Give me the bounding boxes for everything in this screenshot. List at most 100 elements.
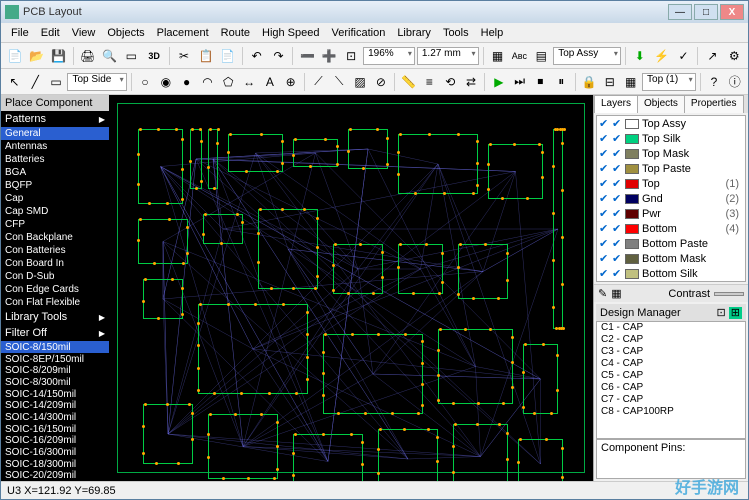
pcb-component[interactable] bbox=[348, 129, 388, 169]
pcb-component[interactable] bbox=[453, 424, 508, 481]
layer-visible-icon[interactable]: ✔ bbox=[612, 267, 622, 280]
pcb-component[interactable] bbox=[138, 219, 188, 264]
pcb-component[interactable] bbox=[293, 139, 338, 167]
layer-row[interactable]: ✔✔Bottom Paste bbox=[597, 236, 745, 251]
layer-tool-icon[interactable]: ✎ bbox=[598, 287, 607, 300]
group-item[interactable]: Con Batteries bbox=[1, 244, 109, 257]
group-item[interactable]: Con Backplane bbox=[1, 231, 109, 244]
footprint-item[interactable]: SOIC-20/209mil bbox=[1, 469, 109, 481]
rotate-icon[interactable]: ⟲ bbox=[441, 72, 460, 92]
layer-color-swatch[interactable] bbox=[625, 269, 639, 279]
contrast-slider[interactable] bbox=[714, 292, 744, 296]
component-item[interactable]: C3 - CAP bbox=[597, 346, 745, 358]
stop-icon[interactable]: ⏹ bbox=[531, 72, 550, 92]
pcb-component[interactable] bbox=[208, 414, 278, 479]
filter-header[interactable]: Filter Off▶ bbox=[1, 325, 109, 341]
footprint-item[interactable]: SOIC-8EP/150mil bbox=[1, 353, 109, 365]
pcb-component[interactable] bbox=[228, 134, 283, 172]
route2-icon[interactable]: ⟍ bbox=[330, 72, 349, 92]
pcb-component[interactable] bbox=[438, 329, 513, 404]
layer-icon[interactable]: ▦ bbox=[488, 46, 508, 66]
group-item[interactable]: Con Edge Cards bbox=[1, 283, 109, 296]
footprint-item[interactable]: SOIC-14/150mil bbox=[1, 388, 109, 400]
layer-color-swatch[interactable] bbox=[625, 209, 639, 219]
play-icon[interactable]: ▶ bbox=[489, 72, 508, 92]
layer-combo[interactable]: Top Assy bbox=[553, 47, 621, 65]
design-manager-header[interactable]: Design Manager ⊡ ⊞ bbox=[596, 304, 746, 321]
info-icon[interactable]: ⓘ bbox=[725, 72, 744, 92]
layer-sel-icon[interactable]: ▤ bbox=[531, 46, 551, 66]
open-icon[interactable]: 📂 bbox=[27, 46, 47, 66]
rect-icon[interactable]: ▭ bbox=[47, 72, 66, 92]
group-item[interactable]: BGA bbox=[1, 166, 109, 179]
group-item[interactable]: CFP bbox=[1, 218, 109, 231]
component-item[interactable]: C2 - CAP bbox=[597, 334, 745, 346]
layer-visible-icon[interactable]: ✔ bbox=[612, 222, 622, 235]
layer-color-swatch[interactable] bbox=[625, 179, 639, 189]
pcb-component[interactable] bbox=[323, 334, 423, 414]
measure-icon[interactable]: 📏 bbox=[399, 72, 418, 92]
layer-row[interactable]: ✔✔Top Paste bbox=[597, 161, 745, 176]
layer-visible-icon[interactable]: ✔ bbox=[612, 147, 622, 160]
redo-icon[interactable]: ↷ bbox=[269, 46, 289, 66]
layer-visible-icon[interactable]: ✔ bbox=[612, 252, 622, 265]
layer-visible-icon[interactable]: ✔ bbox=[599, 162, 609, 175]
pause-icon[interactable]: ⏸ bbox=[552, 72, 571, 92]
menu-edit[interactable]: Edit bbox=[35, 25, 66, 41]
group-item[interactable]: Con Board In bbox=[1, 257, 109, 270]
undo-icon[interactable]: ↶ bbox=[247, 46, 267, 66]
pcb-component[interactable] bbox=[138, 129, 183, 204]
paste-icon[interactable]: 📄 bbox=[218, 46, 238, 66]
footprint-item[interactable]: SOIC-8/209mil bbox=[1, 364, 109, 376]
drc-icon[interactable]: ✓ bbox=[674, 46, 694, 66]
layer-row[interactable]: ✔✔Bottom Silk bbox=[597, 266, 745, 281]
pcb-component[interactable] bbox=[518, 439, 563, 481]
dm-icon2[interactable]: ⊞ bbox=[729, 307, 742, 319]
titlebar[interactable]: PCB Layout — □ X bbox=[1, 1, 748, 23]
group-item[interactable]: General bbox=[1, 127, 109, 140]
cut-icon[interactable]: ✂ bbox=[174, 46, 194, 66]
tab-properties[interactable]: Properties bbox=[684, 95, 744, 113]
preview-icon[interactable]: 🔍 bbox=[100, 46, 120, 66]
layer-visible-icon[interactable]: ✔ bbox=[599, 252, 609, 265]
menu-placement[interactable]: Placement bbox=[151, 25, 215, 41]
pcb-component[interactable] bbox=[378, 429, 438, 481]
place-component-header[interactable]: Place Component bbox=[1, 95, 109, 111]
component-item[interactable]: C1 - CAP bbox=[597, 322, 745, 334]
pcb-component[interactable] bbox=[190, 129, 202, 189]
copy-icon[interactable]: 📋 bbox=[196, 46, 216, 66]
route-icon[interactable]: ⬇ bbox=[630, 46, 650, 66]
tab-layers[interactable]: Layers bbox=[594, 95, 638, 113]
hole-icon[interactable]: ● bbox=[177, 72, 196, 92]
layer-row[interactable]: ✔✔Top Assy bbox=[597, 116, 745, 131]
layer-color-swatch[interactable] bbox=[625, 119, 639, 129]
copper-icon[interactable]: ▨ bbox=[351, 72, 370, 92]
lock-icon[interactable]: 🔒 bbox=[580, 72, 599, 92]
top-combo[interactable]: Top (1) bbox=[642, 73, 696, 91]
layer-color-swatch[interactable] bbox=[625, 239, 639, 249]
pcb-canvas[interactable] bbox=[109, 95, 593, 481]
zoom-combo[interactable]: 196% bbox=[363, 47, 415, 65]
menu-high-speed[interactable]: High Speed bbox=[256, 25, 326, 41]
layer-visible-icon[interactable]: ✔ bbox=[612, 162, 622, 175]
layer-visible-icon[interactable]: ✔ bbox=[599, 207, 609, 220]
layer-visible-icon[interactable]: ✔ bbox=[599, 147, 609, 160]
pcb-component[interactable] bbox=[553, 129, 563, 329]
layer-add-icon[interactable]: ▦ bbox=[611, 287, 621, 300]
pcb-component[interactable] bbox=[293, 434, 363, 481]
menu-route[interactable]: Route bbox=[215, 25, 256, 41]
step-icon[interactable]: ⏭ bbox=[510, 72, 529, 92]
pcb-component[interactable] bbox=[523, 344, 558, 414]
layer-visible-icon[interactable]: ✔ bbox=[599, 237, 609, 250]
text2-icon[interactable]: A bbox=[260, 72, 279, 92]
menu-objects[interactable]: Objects bbox=[101, 25, 150, 41]
help-icon[interactable]: ? bbox=[705, 72, 724, 92]
patterns-header[interactable]: Patterns▶ bbox=[1, 111, 109, 127]
poly-icon[interactable]: ⬠ bbox=[219, 72, 238, 92]
route1-icon[interactable]: ⟋ bbox=[309, 72, 328, 92]
zoom-out-icon[interactable]: ➖ bbox=[297, 46, 317, 66]
layer-row[interactable]: ✔✔Gnd(2) bbox=[597, 191, 745, 206]
layer-row[interactable]: ✔✔Pwr(3) bbox=[597, 206, 745, 221]
pcb-component[interactable] bbox=[398, 134, 478, 194]
ref-icon[interactable]: ⊕ bbox=[281, 72, 300, 92]
